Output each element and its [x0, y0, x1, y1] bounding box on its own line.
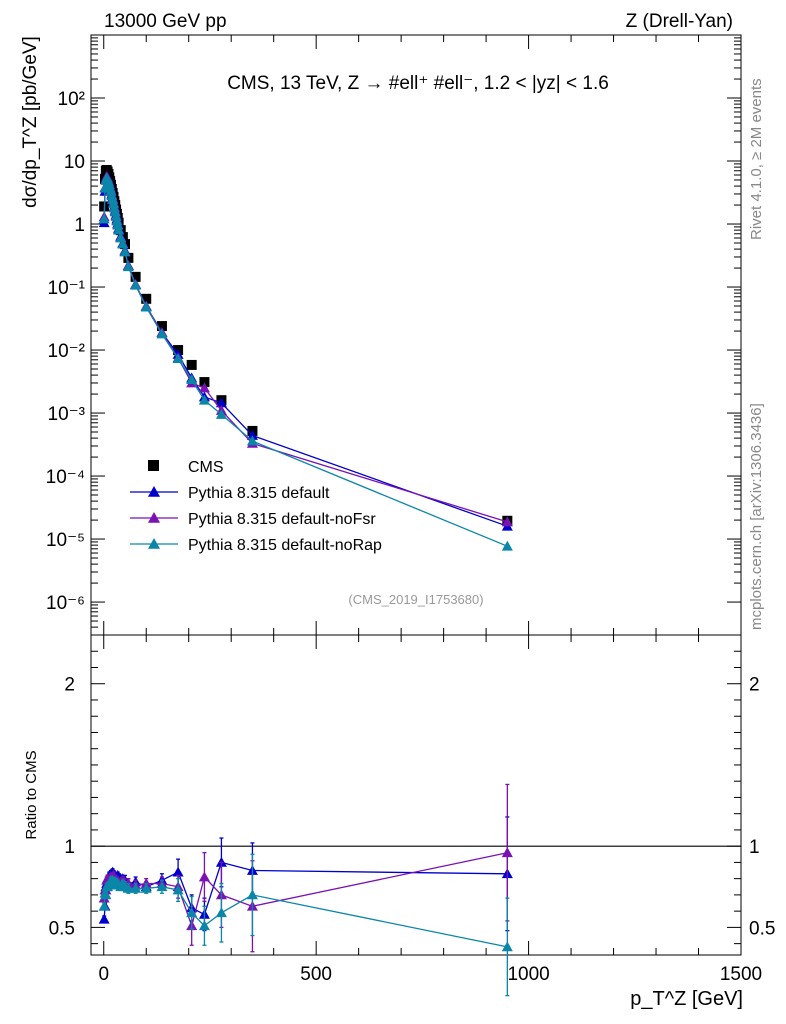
main-y-tick-label: 10⁻²	[48, 341, 86, 362]
mc-point-noRap	[110, 210, 122, 221]
mc-point-noRap	[172, 353, 184, 364]
mcplots-label: mcplots.cern.ch [arXiv:1306.3436]	[748, 403, 765, 630]
mc-point-noRap	[108, 202, 120, 213]
cms-data-point	[186, 359, 197, 370]
ratio-point-noRap	[156, 881, 168, 892]
main-y-tick-label: 10⁻³	[48, 404, 86, 425]
ratio-y-tick-label-right: 0.5	[749, 918, 775, 939]
ratio-y-tick-label-right: 1	[749, 837, 760, 858]
cms-data-point	[199, 377, 210, 388]
legend-marker-noRap	[148, 538, 160, 549]
main-y-tick-label: 10⁻¹	[48, 278, 86, 299]
main-plot-area: 10⁻⁶ 10⁻⁵ 10⁻⁴ 10⁻³ 10⁻² 10⁻¹ 1 10 10²	[46, 35, 742, 636]
mc-point-noRap	[107, 193, 119, 204]
series-line-noFsr	[103, 174, 508, 523]
mc-point-default	[215, 397, 227, 408]
mc-point-noFsr	[501, 516, 513, 527]
ratio-point-noRap	[130, 882, 142, 893]
series-noFsr	[98, 170, 513, 527]
ratio-point-noRap	[198, 920, 210, 931]
mc-point-noRap	[198, 394, 210, 405]
ratio-point-default	[172, 866, 184, 877]
ratio-series-noRap	[98, 853, 513, 997]
series-cms	[99, 165, 513, 526]
legend-label-default: Pythia 8.315 default	[188, 485, 330, 502]
ratio-series-noFsr	[98, 783, 513, 953]
ratio-point-noRap	[186, 907, 198, 918]
ratio-y-tick-label: 2	[64, 675, 75, 696]
main-y-tick-label: 10²	[58, 89, 85, 110]
header-right: Z (Drell-Yan)	[626, 11, 733, 32]
mc-point-noFsr	[198, 382, 210, 393]
mc-point-noRap	[130, 279, 142, 290]
mc-point-noRap	[113, 224, 125, 235]
mc-point-noRap	[117, 238, 129, 249]
legend: CMS Pythia 8.315 default Pythia 8.315 defa…	[130, 459, 382, 554]
cms-data-point	[156, 321, 167, 332]
ratio-y-tick-label: 0.5	[49, 918, 75, 939]
main-plot-title: CMS, 13 TeV, Z → #ell⁺ #ell⁻, 1.2 < |yᴢ|…	[227, 73, 609, 94]
main-y-tick-label: 10	[64, 152, 85, 173]
legend-label-noRap: Pythia 8.315 default-noRap	[188, 537, 382, 554]
mc-point-noRap	[246, 435, 258, 446]
mc-point-noRap	[501, 540, 513, 551]
ratio-y-axis-label: Ratio to CMS	[23, 750, 40, 839]
x-axis-label: p_T^Z [GeV]	[630, 988, 743, 1010]
main-y-tick-label: 10⁻⁶	[46, 593, 85, 614]
legend-label-noFsr: Pythia 8.315 default-noFsr	[188, 511, 376, 528]
mc-point-default	[246, 430, 258, 440]
series-line-default	[103, 176, 508, 527]
mc-point-noRap	[108, 198, 120, 209]
ratio-point-noRap	[215, 907, 227, 918]
ratio-point-noFsr	[501, 847, 513, 858]
mc-point-noRap	[98, 213, 110, 224]
ratio-point-noFsr	[198, 871, 210, 882]
main-y-axis-label: dσ/dp_T^Z [pb/GeV]	[20, 36, 41, 208]
series-noRap	[98, 172, 513, 551]
ratio-y-tick-label-right: 2	[749, 675, 760, 696]
x-tick-label: 500	[300, 964, 332, 985]
ratio-panel-frame	[90, 634, 742, 956]
ratio-point-default	[98, 913, 110, 924]
analysis-watermark: (CMS_2019_I1753680)	[348, 592, 483, 607]
mc-point-noRap	[156, 328, 168, 339]
ratio-point-noRap	[100, 889, 112, 900]
legend-marker-cms	[148, 460, 159, 471]
cms-data-point	[141, 293, 152, 304]
ratio-point-noRap	[172, 884, 184, 895]
mc-point-noRap	[186, 374, 198, 384]
main-y-tick-label: 1	[74, 215, 85, 236]
ratio-y-tick-label: 1	[64, 837, 75, 858]
ratio-point-noRap	[246, 889, 258, 900]
x-tick-label: 1000	[507, 964, 549, 985]
mc-point-noRap	[105, 185, 117, 196]
ratio-plot-area: 0 500 1000 1500 0.5 0.5 1 1 2 2	[49, 635, 775, 997]
cms-data-point	[130, 271, 141, 282]
ratio-point-noRap	[501, 941, 513, 952]
mc-point-noRap	[112, 219, 124, 230]
ratio-point-noRap	[140, 882, 152, 893]
ratio-point-noRap	[122, 882, 134, 893]
mc-point-noRap	[215, 408, 227, 419]
rivet-label: Rivet 4.1.0, ≥ 2M events	[748, 78, 765, 240]
legend-label-cms: CMS	[188, 459, 224, 476]
mc-point-noRap	[140, 301, 152, 312]
series-default	[98, 171, 513, 531]
mc-point-noRap	[109, 206, 121, 217]
x-tick-label: 0	[98, 964, 109, 985]
mc-point-noRap	[122, 261, 134, 272]
main-y-tick-label: 10⁻⁵	[46, 530, 85, 551]
ratio-series-default	[98, 816, 513, 932]
mc-point-noRap	[111, 215, 123, 226]
x-tick-label: 1500	[720, 964, 762, 985]
ratio-point-noRap	[98, 900, 110, 911]
legend-marker-default	[148, 486, 160, 497]
header-left: 13000 GeV pp	[104, 11, 227, 32]
legend-marker-noFsr	[148, 512, 160, 523]
cms-data-point	[123, 252, 134, 263]
mc-point-noRap	[119, 246, 131, 257]
main-y-tick-label: 10⁻⁴	[46, 467, 85, 488]
